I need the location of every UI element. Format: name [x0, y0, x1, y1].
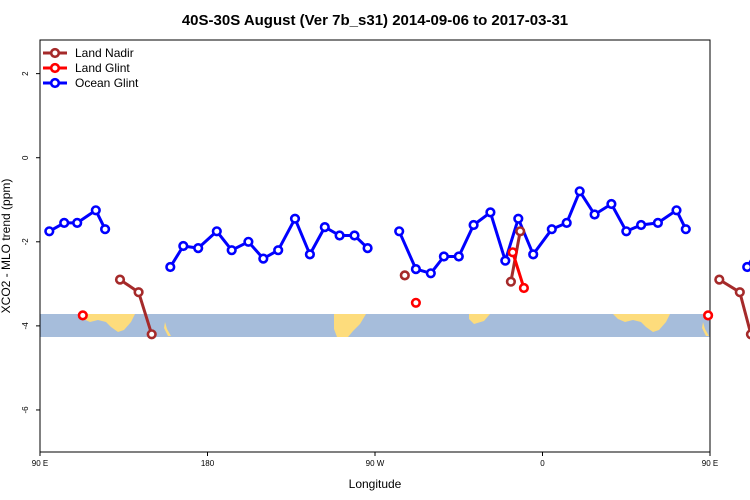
data-point-ocean-glint [362, 243, 373, 254]
data-point-land-glint [507, 247, 518, 258]
australia-land-west [78, 314, 135, 332]
data-point-ocean-glint [680, 224, 691, 235]
data-point-ocean-glint [394, 226, 405, 237]
data-point-ocean-glint [304, 249, 316, 260]
legend-marker [49, 47, 61, 59]
series-line-ocean-glint [169, 217, 369, 268]
ocean-band [40, 314, 710, 337]
map-band [40, 314, 710, 337]
data-point-ocean-glint [243, 236, 254, 247]
data-point-ocean-glint [513, 213, 524, 224]
y-axis: 2 0 -2 -4 -6 [21, 71, 40, 414]
data-point-ocean-glint [453, 251, 464, 262]
data-point-ocean-glint [334, 230, 345, 241]
x-tick-label: 0 [540, 459, 545, 468]
series-line-land-glint [511, 251, 526, 289]
data-point-land-nadir [133, 287, 144, 298]
data-point-land-glint [410, 297, 422, 308]
y-tick-label: -6 [21, 406, 30, 414]
data-point-ocean-glint [211, 226, 222, 237]
series-ocean-glint [44, 186, 750, 279]
x-axis: 90 E 180 90 W 0 90 E [32, 452, 718, 468]
data-point-ocean-glint [742, 261, 750, 273]
data-point-ocean-glint [438, 251, 450, 262]
series-line-land-nadir [718, 278, 750, 335]
data-point-ocean-glint [485, 207, 496, 218]
data-point-ocean-glint [59, 217, 70, 228]
data-point-ocean-glint [546, 224, 557, 235]
africa-land [469, 314, 490, 324]
legend-item-land-nadir: Land Nadir [43, 46, 134, 60]
new-zealand-land-west [164, 322, 171, 336]
data-point-land-nadir [734, 287, 745, 298]
data-point-land-nadir [745, 329, 750, 340]
data-point-ocean-glint [99, 224, 111, 235]
data-point-land-glint [77, 310, 88, 321]
x-tick-label: 180 [201, 459, 215, 468]
data-point-ocean-glint [72, 217, 83, 228]
data-point-ocean-glint [193, 243, 204, 254]
data-point-ocean-glint [273, 245, 284, 256]
legend-label: Land Nadir [75, 46, 134, 60]
legend-item-land-glint: Land Glint [43, 61, 130, 75]
legend-label: Land Glint [75, 61, 130, 75]
legend-item-ocean-glint: Ocean Glint [43, 76, 139, 90]
australia-land-east [613, 314, 670, 332]
data-point-ocean-glint [671, 205, 682, 216]
data-point-ocean-glint [652, 217, 664, 228]
data-point-ocean-glint [410, 264, 422, 275]
series-land-nadir [114, 226, 750, 340]
y-tick-label: -2 [21, 238, 30, 246]
legend-label: Ocean Glint [75, 76, 139, 90]
new-zealand-land-east [702, 322, 709, 336]
data-point-land-nadir [714, 274, 725, 285]
data-point-ocean-glint [349, 230, 360, 241]
data-point-ocean-glint [258, 253, 269, 264]
data-point-ocean-glint [425, 268, 436, 279]
data-point-ocean-glint [606, 198, 617, 210]
y-tick-label: 0 [21, 155, 30, 160]
y-tick-label: -4 [21, 322, 30, 330]
legend-marker [49, 62, 61, 74]
data-point-land-nadir [515, 226, 526, 237]
data-point-ocean-glint [44, 226, 55, 237]
data-point-land-nadir [505, 276, 517, 287]
y-tick-label: 2 [21, 71, 30, 76]
data-point-ocean-glint [165, 261, 176, 273]
data-point-land-glint [702, 310, 714, 321]
legend-marker [49, 77, 61, 89]
data-point-ocean-glint [635, 219, 647, 231]
data-point-land-nadir [114, 274, 126, 285]
data-point-ocean-glint [319, 222, 330, 233]
data-point-land-nadir [399, 270, 410, 281]
data-point-land-nadir [146, 329, 157, 340]
plot-frame [39, 39, 711, 453]
data-point-ocean-glint [289, 213, 301, 224]
data-point-ocean-glint [528, 249, 539, 260]
data-point-ocean-glint [621, 226, 632, 237]
data-point-ocean-glint [90, 205, 101, 216]
data-point-ocean-glint [589, 209, 600, 220]
x-tick-label: 90 W [366, 459, 385, 468]
chart-title: 40S-30S August (Ver 7b_s31) 2014-09-06 t… [182, 12, 568, 29]
data-point-ocean-glint [574, 186, 585, 197]
data-point-ocean-glint [468, 219, 479, 231]
x-tick-label: 90 E [702, 459, 718, 468]
data-point-ocean-glint [226, 245, 237, 256]
data-point-ocean-glint [500, 255, 511, 266]
y-axis-label: XCO2 - MLO trend (ppm) [0, 179, 13, 314]
x-tick-label: 90 E [32, 459, 48, 468]
series-layer [44, 186, 750, 340]
x-axis-label: Longitude [349, 477, 402, 491]
series-land-glint [77, 247, 714, 321]
data-point-ocean-glint [561, 217, 572, 228]
south-america-land [334, 314, 366, 337]
data-point-ocean-glint [178, 240, 189, 252]
data-point-land-glint [518, 282, 530, 294]
